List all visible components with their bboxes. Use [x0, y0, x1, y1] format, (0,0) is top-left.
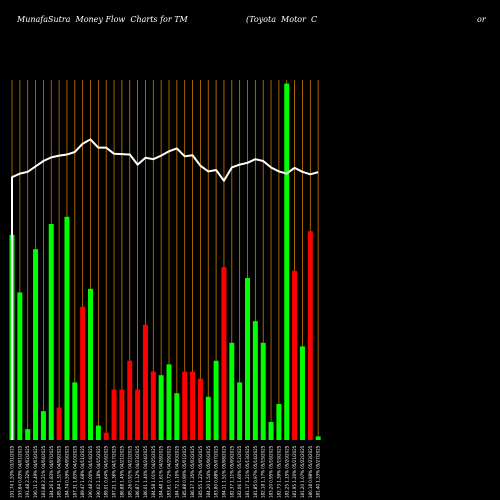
money-flow-bar [127, 360, 133, 440]
price-line-group [11, 138, 319, 440]
x-tick-label: 189.01 0.64% 04/16/2025 [104, 445, 109, 498]
money-flow-bar [190, 371, 196, 440]
x-tick-label: 184.11 1.51% 05/08/2025 [221, 445, 226, 498]
money-flow-bar [197, 378, 203, 440]
money-flow-bar [229, 342, 235, 440]
x-tick-label: 187.21 1.36% 04/17/2025 [112, 445, 117, 498]
chart-title-tail: or [477, 15, 486, 24]
money-flow-bar [166, 364, 172, 440]
x-tick-label: 190.48 2.00% 04/14/2025 [88, 445, 93, 498]
x-tick-label: 190.02 1.18% 04/15/2025 [96, 445, 101, 498]
money-flow-bar [268, 422, 274, 440]
x-tick-label: 182.18 1.17% 05/15/2025 [261, 445, 266, 498]
money-flow-bar [103, 432, 109, 440]
x-tick-label: 185.55 1.22% 05/05/2025 [198, 445, 203, 498]
x-tick-label: 181.20 1.07% 05/22/2025 [300, 445, 305, 498]
grid-lines [11, 80, 319, 440]
money-flow-bar [40, 411, 46, 440]
money-flow-bar [252, 321, 258, 440]
x-tick-label: 181.85 0.97% 05/14/2025 [253, 445, 258, 498]
x-tick-label: 181.40 1.33% 05/27/2025 [316, 445, 321, 498]
x-tick-label: 181.17 1.21% 05/13/2025 [245, 445, 250, 498]
money-flow-bar [260, 342, 266, 440]
x-tick-label: 190.11 2.49% 04/03/2025 [33, 445, 38, 498]
money-flow-bar [64, 216, 70, 440]
money-flow-bar [307, 231, 313, 440]
x-tick-label: 189.47 1.68% 04/11/2025 [80, 445, 85, 498]
x-tick-label: 186.37 1.35% 05/02/2025 [190, 445, 195, 498]
money-flow-bar [284, 83, 290, 440]
x-tick-label: 182.06 1.60% 05/12/2025 [237, 445, 242, 498]
x-tick-label: 184.72 1.10% 04/30/2025 [174, 445, 179, 498]
money-flow-bar [80, 306, 86, 440]
money-flow-bar [150, 371, 156, 440]
x-tick-label: 184.58 1.01% 04/25/2025 [151, 445, 156, 498]
x-tick-label: 185.84 1.31% 04/08/2025 [57, 445, 62, 498]
x-tick-label: 182.37 1.11% 05/09/2025 [229, 445, 234, 498]
money-flow-bar [135, 389, 141, 440]
x-tick-label: 186.01 1.40% 04/24/2025 [143, 445, 148, 498]
x-tick-label: 183.80 0.88% 05/07/2025 [214, 445, 219, 498]
x-tick-label: 185.26 0.91% 04/22/2025 [127, 445, 132, 498]
chart-subtitle: (Toyota Motor C [246, 15, 318, 24]
money-flow-bar [111, 389, 117, 440]
x-tick-label: 182.73 1.39% 05/19/2025 [276, 445, 281, 498]
money-flow-bar [292, 270, 298, 440]
money-flow-bar [95, 425, 101, 440]
money-flow-bar [17, 292, 23, 440]
money-flow-bar [245, 278, 250, 440]
x-tick-label: 184.74 0.59% 04/09/2025 [64, 445, 69, 498]
x-tick-label: 186.88 1.45% 04/21/2025 [119, 445, 124, 498]
x-tick-label: 186.87 1.12% 04/23/2025 [135, 445, 140, 498]
x-tick-label: 191.74 1.53% 03/31/2025 [10, 445, 15, 498]
x-axis-labels: 191.74 1.53% 03/31/2025 193.84 0.83% 04/0… [10, 445, 321, 498]
x-tick-label: 184.48 1.61% 04/28/2025 [159, 445, 164, 498]
x-tick-label: 184.20 1.54% 05/06/2025 [206, 445, 211, 498]
money-flow-bar [56, 407, 62, 440]
x-tick-label: 182.25 1.15% 05/20/2025 [284, 445, 289, 498]
money-flow-bar [142, 324, 148, 440]
x-tick-label: 187.31 1.83% 04/10/2025 [72, 445, 77, 498]
x-tick-label: 183.61 0.72% 04/29/2025 [167, 445, 172, 498]
x-tick-label: 185.88 0.90% 05/01/2025 [182, 445, 187, 498]
money-flow-bar [88, 288, 93, 440]
x-tick-label: 181.95 1.20% 05/21/2025 [292, 445, 297, 498]
money-flow-bar [158, 375, 164, 440]
chart-title: MunafaSutra Money Flow Charts for TM [17, 15, 188, 24]
money-flow-bar [237, 382, 243, 440]
price-line [11, 138, 319, 440]
money-flow-bar [25, 429, 31, 440]
x-tick-label: 183.88 2.21% 04/04/2025 [41, 445, 46, 498]
money-flow-bar [315, 436, 321, 440]
money-flow-bar [299, 346, 305, 440]
money-flow-bar [182, 371, 188, 440]
x-tick-label: 193.84 0.83% 04/01/2025 [17, 445, 22, 498]
money-flow-bar [33, 249, 39, 440]
money-flow-bar [213, 360, 219, 440]
money-flow-bar [72, 382, 78, 440]
money-flow-bar [205, 396, 211, 440]
x-tick-label: 191.48 2.32% 04/02/2025 [25, 445, 30, 498]
x-tick-label: 180.18 0.98% 05/23/2025 [308, 445, 313, 498]
money-flow-bar [48, 224, 54, 440]
x-tick-label: 184.26 1.83% 04/07/2025 [49, 445, 54, 498]
money-flow-bars [9, 83, 321, 440]
money-flow-bar [276, 404, 282, 440]
money-flow-bar [119, 389, 125, 440]
money-flow-bar [174, 393, 180, 440]
money-flow-bar [221, 267, 227, 440]
x-tick-label: 183.20 0.95% 05/16/2025 [269, 445, 274, 498]
